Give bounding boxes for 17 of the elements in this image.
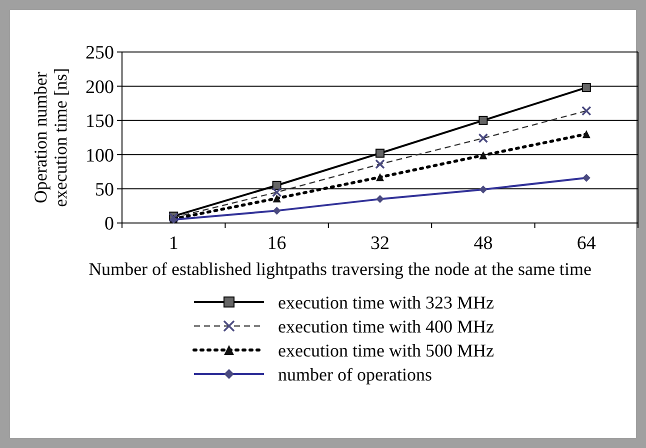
y-tick-label: 150: [86, 111, 114, 132]
legend-label: execution time with 500 MHz: [278, 340, 494, 360]
legend-label: execution time with 323 MHz: [278, 292, 494, 312]
y-tick-label: 200: [86, 76, 114, 98]
legend-label: execution time with 400 MHz: [278, 316, 494, 336]
x-tick-label: 32: [370, 233, 390, 254]
x-tick-label: 16: [267, 233, 286, 254]
y-tick-label: 0: [104, 214, 114, 235]
x-tick-label: 64: [576, 233, 596, 254]
legend-label: number of operations: [278, 364, 432, 384]
x-axis-title: Number of established lightpaths traversing the node at the same time: [88, 259, 592, 279]
y-tick-label: 50: [95, 179, 114, 200]
x-tick-label: 1: [168, 233, 178, 254]
y-axis-title: Operation number execution time [ns]: [30, 68, 70, 207]
y-tick-label: 100: [86, 145, 114, 166]
x-tick-label: 48: [474, 233, 493, 254]
y-tick-label: 250: [86, 42, 114, 64]
